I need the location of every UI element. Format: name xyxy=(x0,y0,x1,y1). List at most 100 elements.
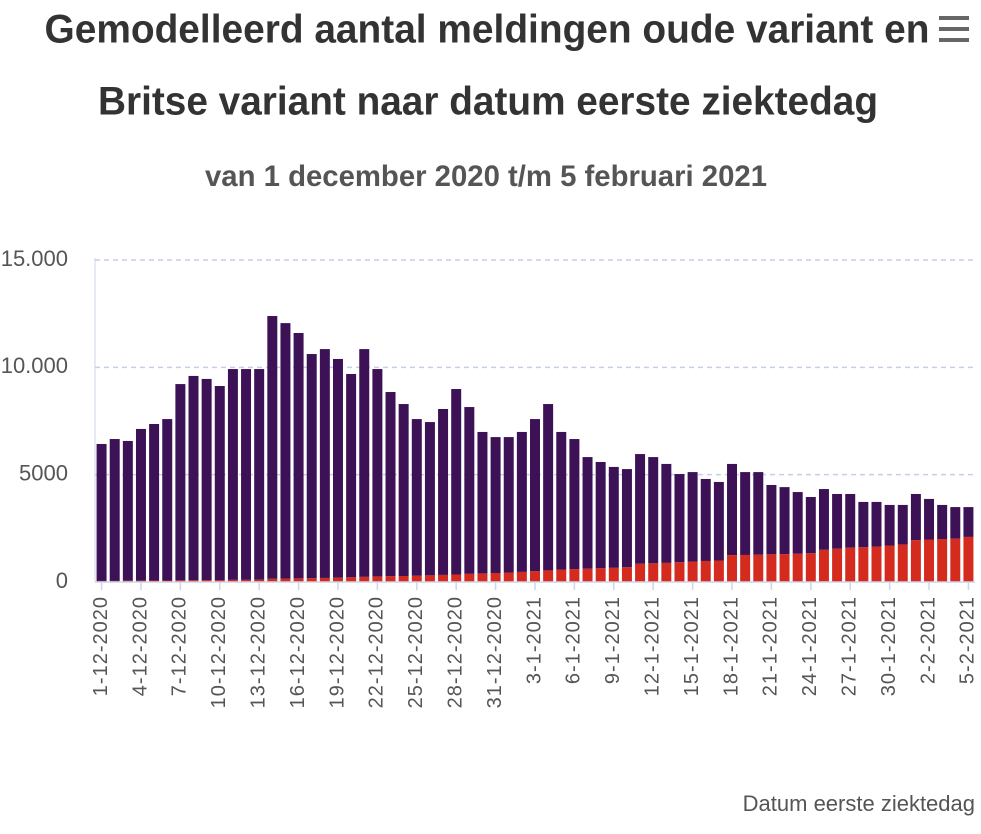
bar xyxy=(792,553,803,582)
bar xyxy=(727,463,738,556)
bar xyxy=(661,562,672,582)
x-tick-label: 25-12-2020 xyxy=(405,596,427,708)
bar xyxy=(845,547,856,582)
bar xyxy=(227,579,238,582)
bar xyxy=(424,575,435,582)
bar xyxy=(740,554,751,582)
bar xyxy=(293,332,304,579)
bar xyxy=(700,560,711,582)
x-tick-label: 3-1-2021 xyxy=(523,596,545,684)
bar xyxy=(687,472,698,562)
bar xyxy=(149,580,160,582)
bar xyxy=(319,577,330,582)
bar xyxy=(254,579,265,582)
x-tick-label: 19-12-2020 xyxy=(326,596,348,708)
bar xyxy=(792,492,803,554)
bar xyxy=(372,369,383,577)
menu-icon[interactable] xyxy=(939,16,969,42)
y-tick-label: 5000 xyxy=(19,460,68,485)
bar xyxy=(871,501,882,547)
bar xyxy=(753,472,764,555)
bar xyxy=(963,536,974,582)
bar xyxy=(713,481,724,561)
bar xyxy=(267,578,278,582)
x-tick-label: 6-1-2021 xyxy=(563,596,585,684)
bar xyxy=(937,539,948,582)
x-tick-label: 24-1-2021 xyxy=(799,596,821,696)
bar xyxy=(438,408,449,575)
bar xyxy=(674,474,685,563)
bar xyxy=(779,554,790,582)
x-tick-label: 9-1-2021 xyxy=(602,596,624,684)
bar xyxy=(162,580,173,582)
bar xyxy=(490,572,501,582)
bar xyxy=(753,554,764,582)
bar xyxy=(963,507,974,537)
bar xyxy=(569,569,580,582)
bar xyxy=(359,576,370,582)
bar xyxy=(595,568,606,582)
bar xyxy=(818,489,829,550)
bar xyxy=(910,493,921,541)
bar xyxy=(648,563,659,582)
bar xyxy=(569,439,580,570)
x-tick-label: 28-12-2020 xyxy=(444,596,466,708)
bar xyxy=(385,392,396,577)
bar xyxy=(438,574,449,582)
bar xyxy=(96,443,107,581)
bar xyxy=(621,469,632,568)
bar xyxy=(464,573,475,582)
bar xyxy=(411,419,422,576)
bar xyxy=(608,466,619,568)
bar xyxy=(924,539,935,582)
bar xyxy=(477,573,488,582)
x-tick-label: 7-12-2020 xyxy=(169,596,191,696)
bar xyxy=(516,431,527,572)
x-tick-label: 2-2-2021 xyxy=(917,596,939,684)
bar xyxy=(779,487,790,555)
bar xyxy=(188,580,199,582)
bar xyxy=(398,575,409,582)
bar xyxy=(766,554,777,582)
bar xyxy=(201,378,212,581)
x-tick-label: 16-12-2020 xyxy=(287,596,309,708)
bar xyxy=(648,457,659,564)
bar xyxy=(346,577,357,582)
bar xyxy=(175,384,186,581)
bar xyxy=(727,555,738,582)
bar xyxy=(332,577,343,582)
bar xyxy=(910,540,921,582)
bar xyxy=(241,369,252,580)
bar xyxy=(214,386,225,581)
bar xyxy=(635,563,646,582)
bar xyxy=(832,493,843,549)
y-tick-label: 15.000 xyxy=(1,246,68,271)
bar xyxy=(398,404,409,576)
bar xyxy=(359,349,370,577)
bar xyxy=(897,544,908,582)
bar xyxy=(832,548,843,582)
x-tick-label: 13-12-2020 xyxy=(247,596,269,708)
bar xyxy=(451,389,462,575)
x-tick-label: 15-1-2021 xyxy=(681,596,703,696)
bar xyxy=(845,493,856,548)
bar xyxy=(372,576,383,582)
chart-title: Britse variant naar datum eerste ziekted… xyxy=(98,80,878,124)
bar xyxy=(530,571,540,582)
bar xyxy=(490,437,501,573)
bar xyxy=(293,578,304,582)
bar xyxy=(267,316,278,579)
bar xyxy=(884,545,895,582)
x-axis-label: Datum eerste ziektedag xyxy=(743,791,975,816)
bar xyxy=(595,462,606,569)
bar xyxy=(306,354,317,579)
menu-bar xyxy=(939,27,969,31)
bar xyxy=(385,576,396,582)
bar xyxy=(346,373,357,578)
bar xyxy=(924,498,935,540)
bar xyxy=(424,422,435,576)
bar xyxy=(805,496,816,554)
bar xyxy=(818,549,829,582)
x-tick-label: 1-12-2020 xyxy=(90,596,112,696)
chart-title: Gemodelleerd aantal meldingen oude varia… xyxy=(45,8,930,52)
